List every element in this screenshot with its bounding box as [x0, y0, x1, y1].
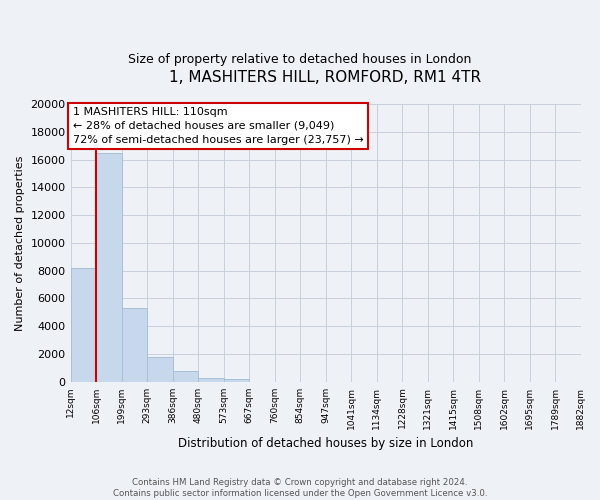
Bar: [96, 153, 122, 382]
Text: Size of property relative to detached houses in London: Size of property relative to detached ho…: [128, 52, 472, 66]
Title: 1, MASHITERS HILL, ROMFORD, RM1 4TR: 1, MASHITERS HILL, ROMFORD, RM1 4TR: [169, 70, 482, 85]
Bar: [122, 308, 147, 382]
Bar: [198, 378, 224, 382]
Bar: [147, 358, 173, 382]
Text: 1 MASHITERS HILL: 110sqm
← 28% of detached houses are smaller (9,049)
72% of sem: 1 MASHITERS HILL: 110sqm ← 28% of detach…: [73, 107, 364, 145]
Bar: [224, 379, 249, 382]
Y-axis label: Number of detached properties: Number of detached properties: [15, 156, 25, 330]
X-axis label: Distribution of detached houses by size in London: Distribution of detached houses by size …: [178, 437, 473, 450]
Text: Contains HM Land Registry data © Crown copyright and database right 2024.
Contai: Contains HM Land Registry data © Crown c…: [113, 478, 487, 498]
Bar: [71, 268, 96, 382]
Bar: [173, 372, 198, 382]
